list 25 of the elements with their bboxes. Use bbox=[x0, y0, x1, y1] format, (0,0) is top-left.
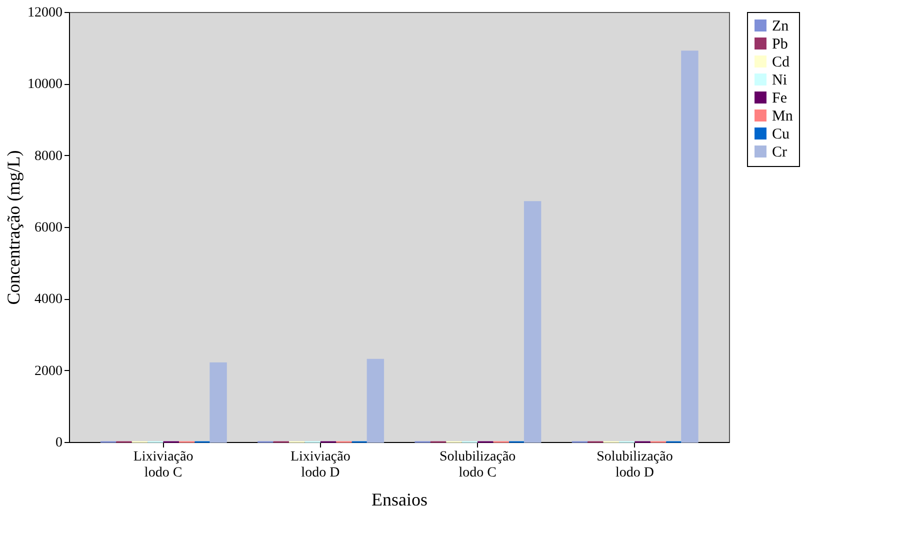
y-tick-label: 10000 bbox=[28, 77, 62, 92]
bar bbox=[524, 201, 542, 443]
x-axis-title: Ensaios bbox=[372, 490, 428, 510]
legend-label: Cd bbox=[772, 54, 790, 70]
bar bbox=[210, 362, 227, 443]
legend-label: Cr bbox=[772, 144, 788, 160]
x-tick-label: Lixiviação lodo D bbox=[290, 450, 350, 480]
legend-label: Zn bbox=[772, 18, 790, 34]
legend-label: Mn bbox=[772, 108, 794, 124]
bar bbox=[681, 50, 698, 443]
x-tick-label: Solubilização lodo C bbox=[439, 450, 516, 480]
y-tick-label: 8000 bbox=[34, 148, 62, 164]
y-tick-label: 2000 bbox=[34, 364, 62, 379]
x-tick-label: Lixiviação lodo C bbox=[133, 450, 194, 480]
y-tick-label: 6000 bbox=[34, 220, 62, 236]
legend-label: Cu bbox=[772, 126, 790, 142]
legend-label: Ni bbox=[772, 72, 787, 88]
legend-label: Pb bbox=[772, 36, 788, 52]
y-axis-title: Concentração (mg/L) bbox=[4, 150, 24, 305]
bar bbox=[366, 358, 384, 443]
y-tick-label: 0 bbox=[56, 436, 62, 450]
x-tick-label: Solubilização lodo D bbox=[596, 450, 673, 480]
y-tick-label: 12000 bbox=[28, 6, 62, 20]
y-tick-label: 4000 bbox=[34, 292, 62, 308]
legend-label: Fe bbox=[772, 90, 788, 106]
